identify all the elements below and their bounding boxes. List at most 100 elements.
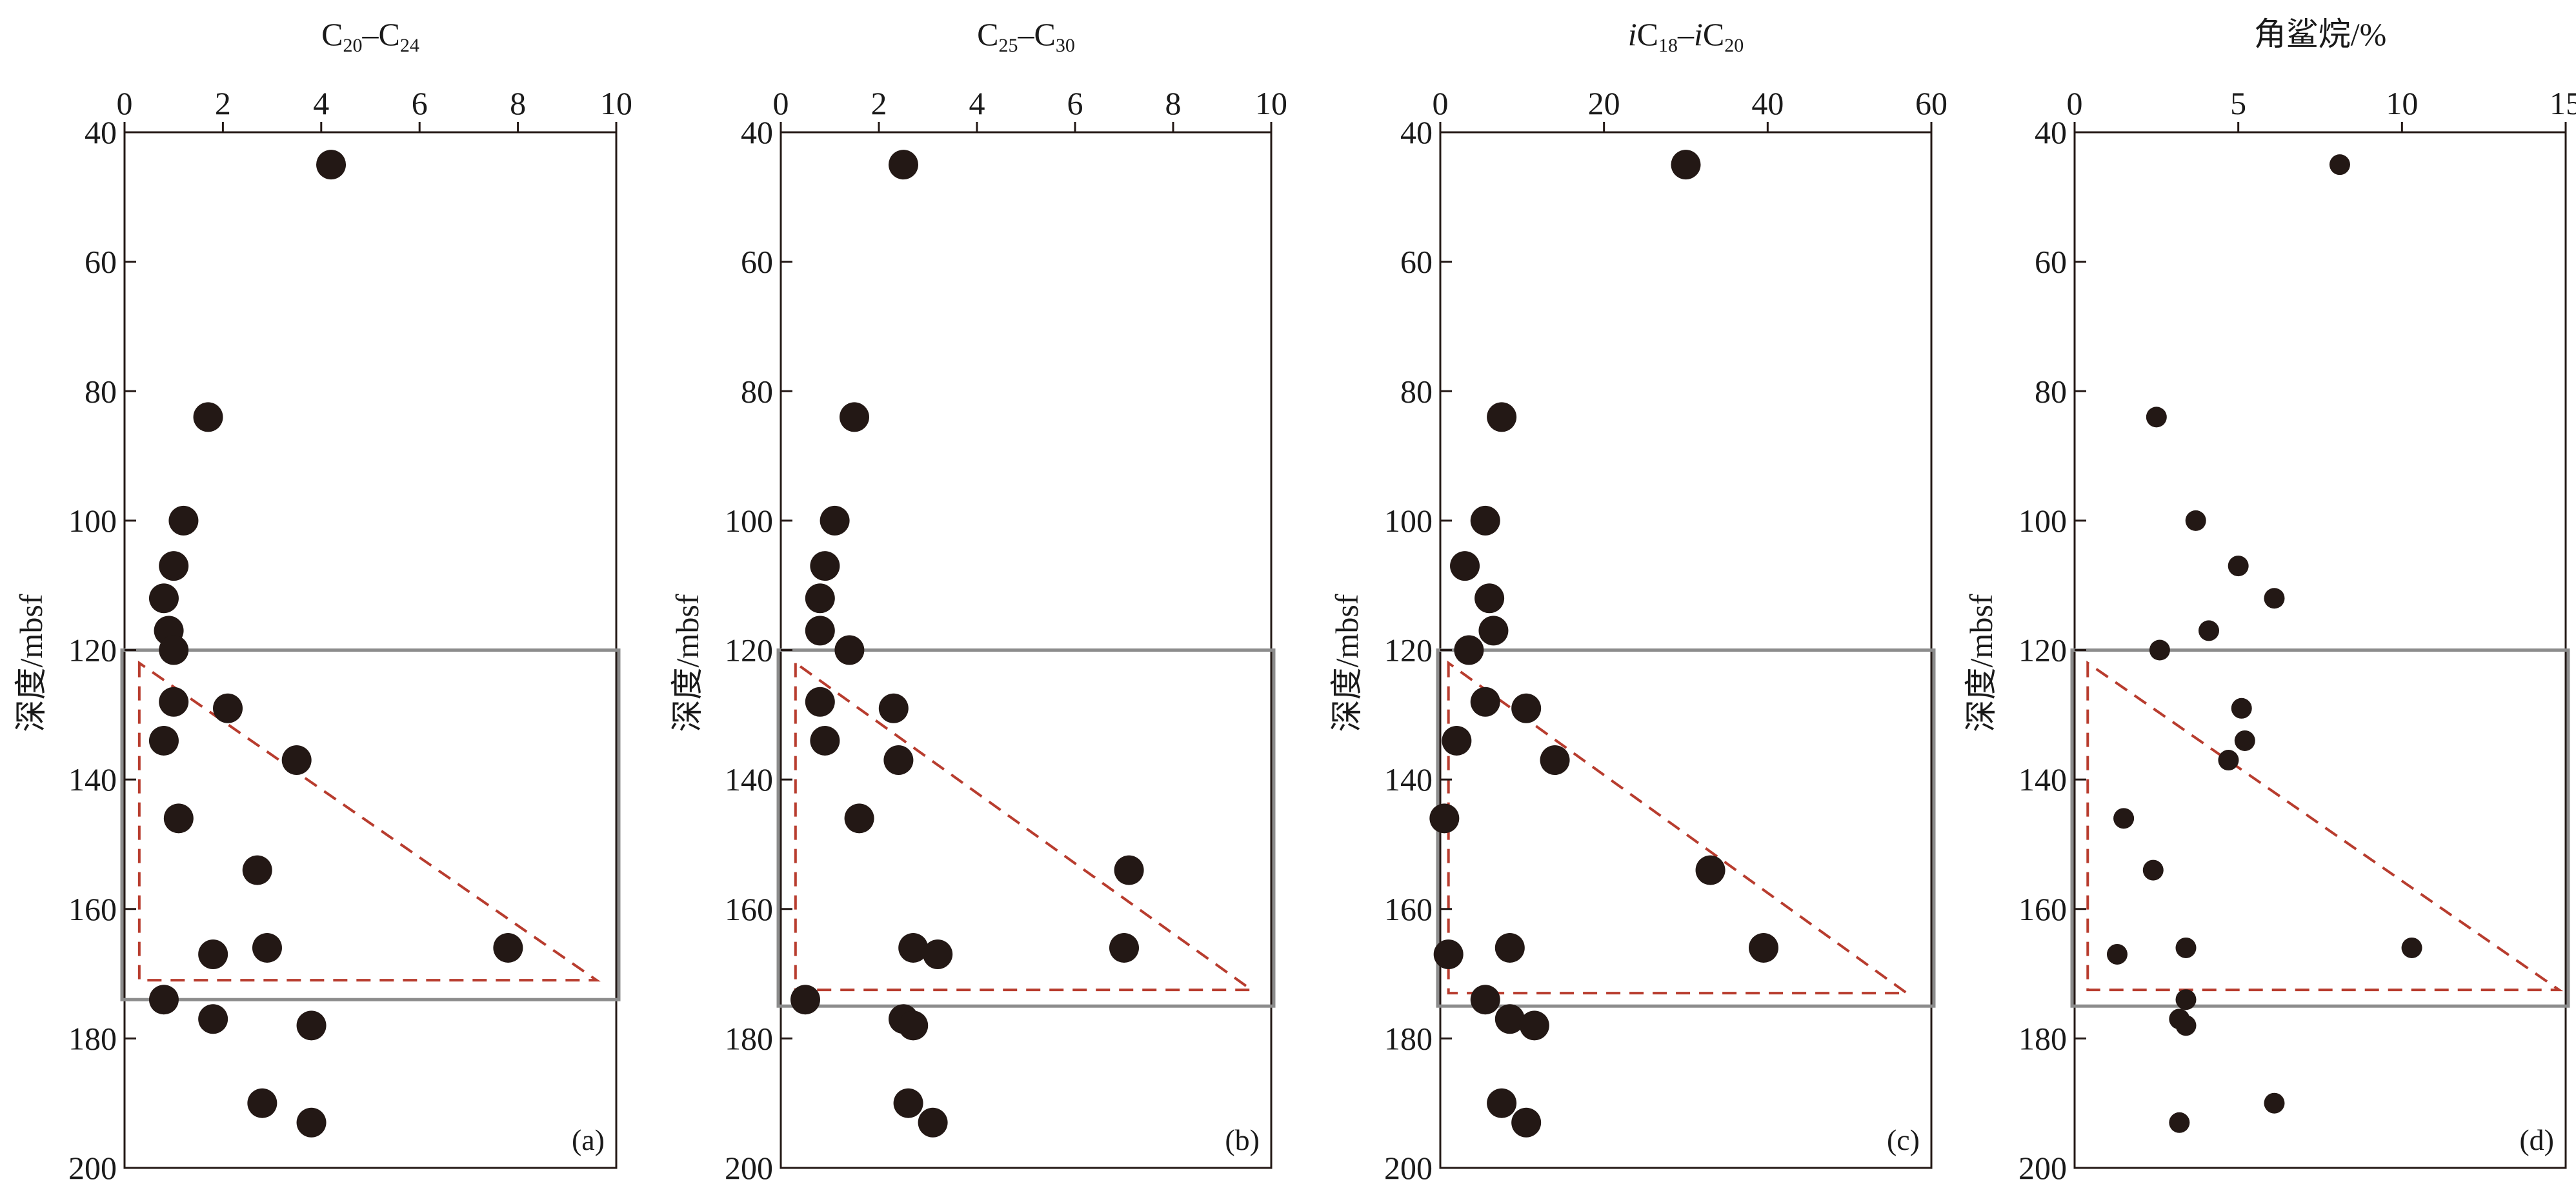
x-tick-label: 0 xyxy=(1433,85,1449,121)
data-point xyxy=(252,932,282,963)
data-point xyxy=(1109,932,1139,963)
panel-title: C25–C30 xyxy=(977,16,1075,56)
data-point xyxy=(889,150,918,180)
data-point xyxy=(1511,1107,1542,1138)
data-point xyxy=(242,855,272,885)
y-axis-title: 深度/mbsf xyxy=(1329,594,1365,732)
y-tick-label: 60 xyxy=(85,244,117,280)
data-point xyxy=(1540,745,1570,776)
y-tick-label: 100 xyxy=(2018,503,2067,539)
data-point xyxy=(1695,855,1726,885)
highlight-box xyxy=(2070,648,2570,1008)
y-tick-label: 40 xyxy=(2035,114,2067,150)
data-point xyxy=(898,932,929,963)
data-point xyxy=(883,745,914,776)
data-point xyxy=(2142,859,2164,881)
y-tick-label: 120 xyxy=(1384,632,1433,668)
data-point xyxy=(1429,803,1460,834)
data-point xyxy=(2175,1015,2197,1036)
panel-label: (b) xyxy=(1225,1123,1260,1156)
y-tick-label: 200 xyxy=(725,1150,773,1186)
data-point xyxy=(878,693,909,723)
data-point xyxy=(316,150,347,180)
data-point xyxy=(281,745,312,776)
y-tick-label: 140 xyxy=(725,761,773,798)
y-tick-label: 100 xyxy=(68,503,117,539)
x-tick-label: 2 xyxy=(871,85,887,121)
data-point xyxy=(213,693,243,723)
data-point xyxy=(844,803,874,834)
y-tick-label: 160 xyxy=(2018,891,2067,927)
data-point xyxy=(148,985,179,1015)
data-point xyxy=(1487,402,1517,432)
data-point xyxy=(1487,1088,1517,1118)
data-point xyxy=(198,939,228,969)
data-point xyxy=(810,725,840,756)
data-point xyxy=(2234,730,2255,751)
y-tick-label: 160 xyxy=(1384,891,1433,927)
data-point xyxy=(2264,1092,2285,1114)
data-point xyxy=(247,1088,277,1118)
panel-title: 角鲨烷/% xyxy=(2254,16,2387,52)
data-point xyxy=(1470,985,1500,1015)
data-point xyxy=(148,583,179,614)
x-tick-label: 6 xyxy=(412,85,428,121)
data-point xyxy=(1478,616,1509,646)
panel-title: iC18–iC20 xyxy=(1628,16,1744,56)
panel-d: 0 5 10 15 40 60 80 100 120 140 160 180 200 深度/mbsf 角鲨烷… xyxy=(1963,16,2576,1186)
y-tick-label: 60 xyxy=(2035,244,2067,280)
data-point xyxy=(159,551,189,581)
data-point xyxy=(790,985,820,1015)
panel-label: (a) xyxy=(572,1123,605,1156)
y-tick-label: 200 xyxy=(2018,1150,2067,1186)
data-point xyxy=(805,583,835,614)
data-point xyxy=(1511,693,1542,723)
data-point xyxy=(2231,698,2252,719)
data-point xyxy=(163,803,194,834)
data-point xyxy=(159,635,189,665)
data-point xyxy=(1494,932,1525,963)
panel-label: (c) xyxy=(1887,1123,1920,1156)
y-tick-label: 140 xyxy=(1384,761,1433,798)
data-point xyxy=(159,687,189,717)
y-tick-label: 100 xyxy=(725,503,773,539)
trend-triangle xyxy=(2086,660,2564,992)
data-point xyxy=(1519,1010,1549,1041)
x-tick-label: 40 xyxy=(1751,85,1784,121)
y-tick-label: 120 xyxy=(68,632,117,668)
data-point xyxy=(493,932,523,963)
data-point xyxy=(820,505,850,536)
data-point xyxy=(1470,687,1500,717)
data-point xyxy=(1474,583,1505,614)
data-point xyxy=(810,551,840,581)
panel-title: C20–C24 xyxy=(321,16,419,56)
data-point xyxy=(1470,505,1500,536)
y-tick-label: 100 xyxy=(1384,503,1433,539)
panel-c: 0 20 40 60 40 60 80 100 120 140 160 180 200 深度/mbsf iC… xyxy=(1329,16,1947,1186)
data-point xyxy=(193,402,223,432)
y-tick-label: 180 xyxy=(2018,1020,2067,1056)
data-point xyxy=(296,1107,327,1138)
x-tick-label: 6 xyxy=(1067,85,1083,121)
y-tick-label: 80 xyxy=(85,373,117,409)
data-point xyxy=(148,725,179,756)
x-tick-label: 2 xyxy=(215,85,231,121)
y-tick-label: 40 xyxy=(1400,114,1433,150)
x-tick-label: 15 xyxy=(2550,85,2576,121)
data-point xyxy=(2175,989,2197,1010)
data-point xyxy=(2218,750,2239,771)
y-tick-label: 60 xyxy=(1400,244,1433,280)
x-tick-label: 8 xyxy=(1165,85,1182,121)
data-point xyxy=(805,616,835,646)
data-point xyxy=(2264,588,2285,609)
x-tick-label: 10 xyxy=(2386,85,2418,121)
data-point xyxy=(296,1010,327,1041)
highlight-box xyxy=(776,648,1276,1008)
x-tick-label: 4 xyxy=(969,85,985,121)
data-point xyxy=(1450,551,1480,581)
y-tick-label: 80 xyxy=(741,373,773,409)
y-tick-label: 160 xyxy=(725,891,773,927)
data-point xyxy=(918,1107,948,1138)
x-tick-label: 10 xyxy=(1255,85,1287,121)
